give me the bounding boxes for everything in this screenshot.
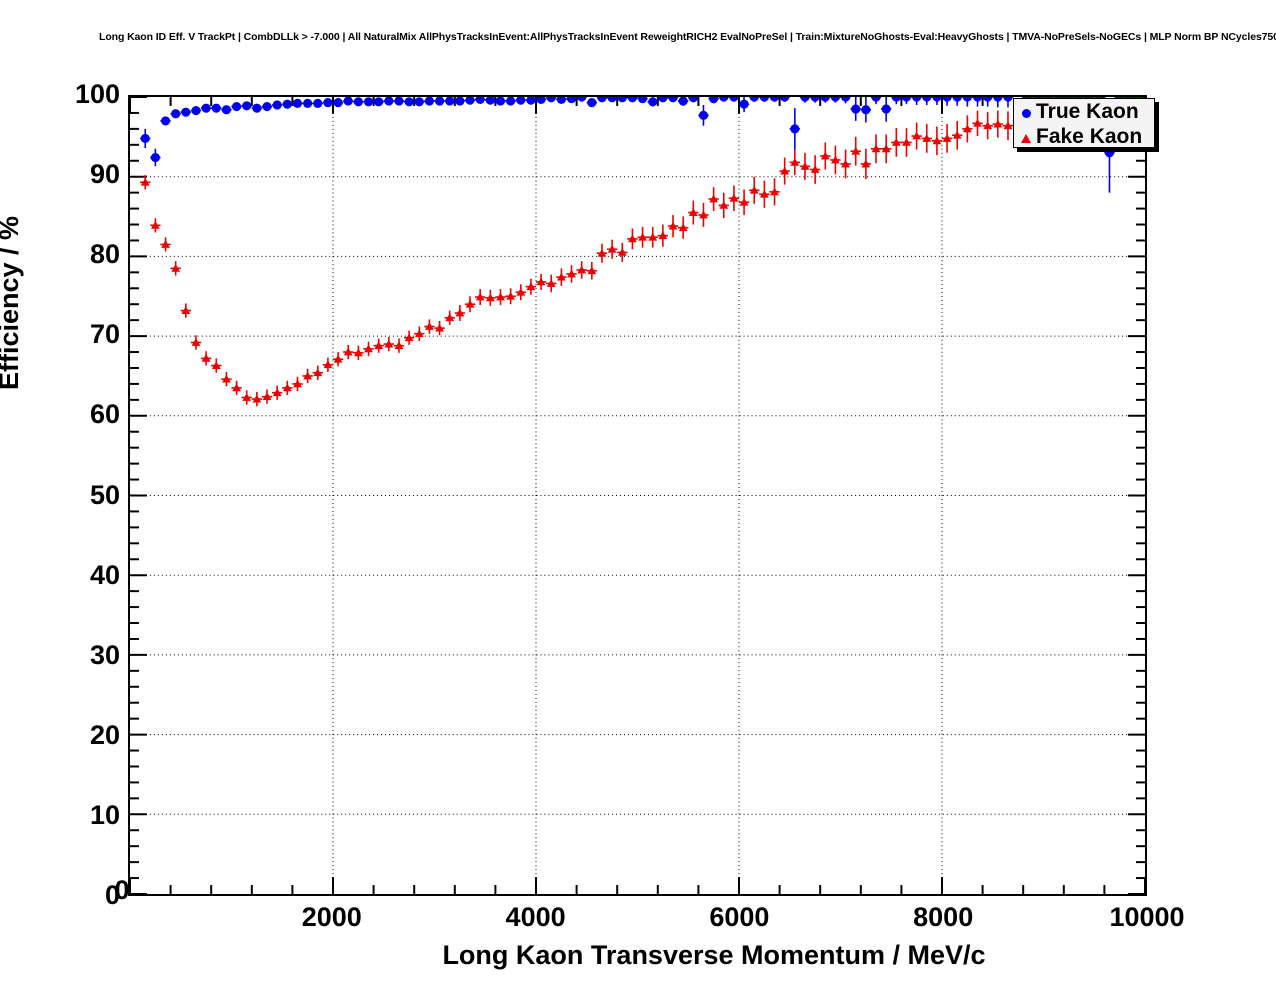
x-axis-tick-label: 6000 <box>709 902 770 932</box>
legend-label-fake-kaon: Fake Kaon <box>1036 124 1143 148</box>
y-axis-tick-label: 50 <box>89 479 120 510</box>
y-axis-tick-label: 10 <box>89 799 120 830</box>
x-axis-tick-label: 4000 <box>505 902 566 932</box>
y-axis-tick-label: 0 <box>104 880 120 910</box>
y-axis-tick-label: 90 <box>89 159 120 190</box>
y-axis-tick-label: 30 <box>89 639 120 670</box>
legend-item-fake-kaon[interactable]: Fake Kaon <box>1014 124 1154 149</box>
x-axis-tick-label: 0 <box>114 875 130 905</box>
data-points-layer <box>140 97 1145 407</box>
legend-item-true-kaon[interactable]: True Kaon <box>1014 99 1154 124</box>
y-axis-tick-label: 70 <box>89 319 120 350</box>
y-axis-tick-label: 80 <box>89 239 120 270</box>
chart-legend[interactable]: True Kaon Fake Kaon <box>1013 98 1155 148</box>
x-axis-tick-label: 10000 <box>1109 902 1185 932</box>
plot-frame <box>128 95 1147 896</box>
legend-label-true-kaon: True Kaon <box>1036 99 1139 123</box>
page-title: Long Kaon ID Eff. V TrackPt | CombDLLk >… <box>99 31 1276 43</box>
y-axis-tick-label: 60 <box>89 399 120 430</box>
x-axis-title: Long Kaon Transverse Momentum / MeV/c <box>442 940 986 970</box>
y-axis-tick-label: 40 <box>89 559 120 590</box>
axis-ticks <box>130 97 1145 894</box>
y-axis-tick-labels: 0 10 20 30 40 50 60 70 80 90 100 <box>0 0 120 996</box>
grid-lines <box>130 97 1145 894</box>
y-axis-tick-label: 100 <box>74 79 120 109</box>
y-axis-title: Efficiency / % <box>0 216 24 390</box>
x-axis-tick-label: 8000 <box>913 902 974 932</box>
x-axis-tick-label: 2000 <box>301 902 362 932</box>
y-axis-tick-label: 20 <box>89 719 120 750</box>
filled-triangle-icon <box>1018 125 1034 149</box>
filled-circle-icon <box>1018 100 1034 124</box>
